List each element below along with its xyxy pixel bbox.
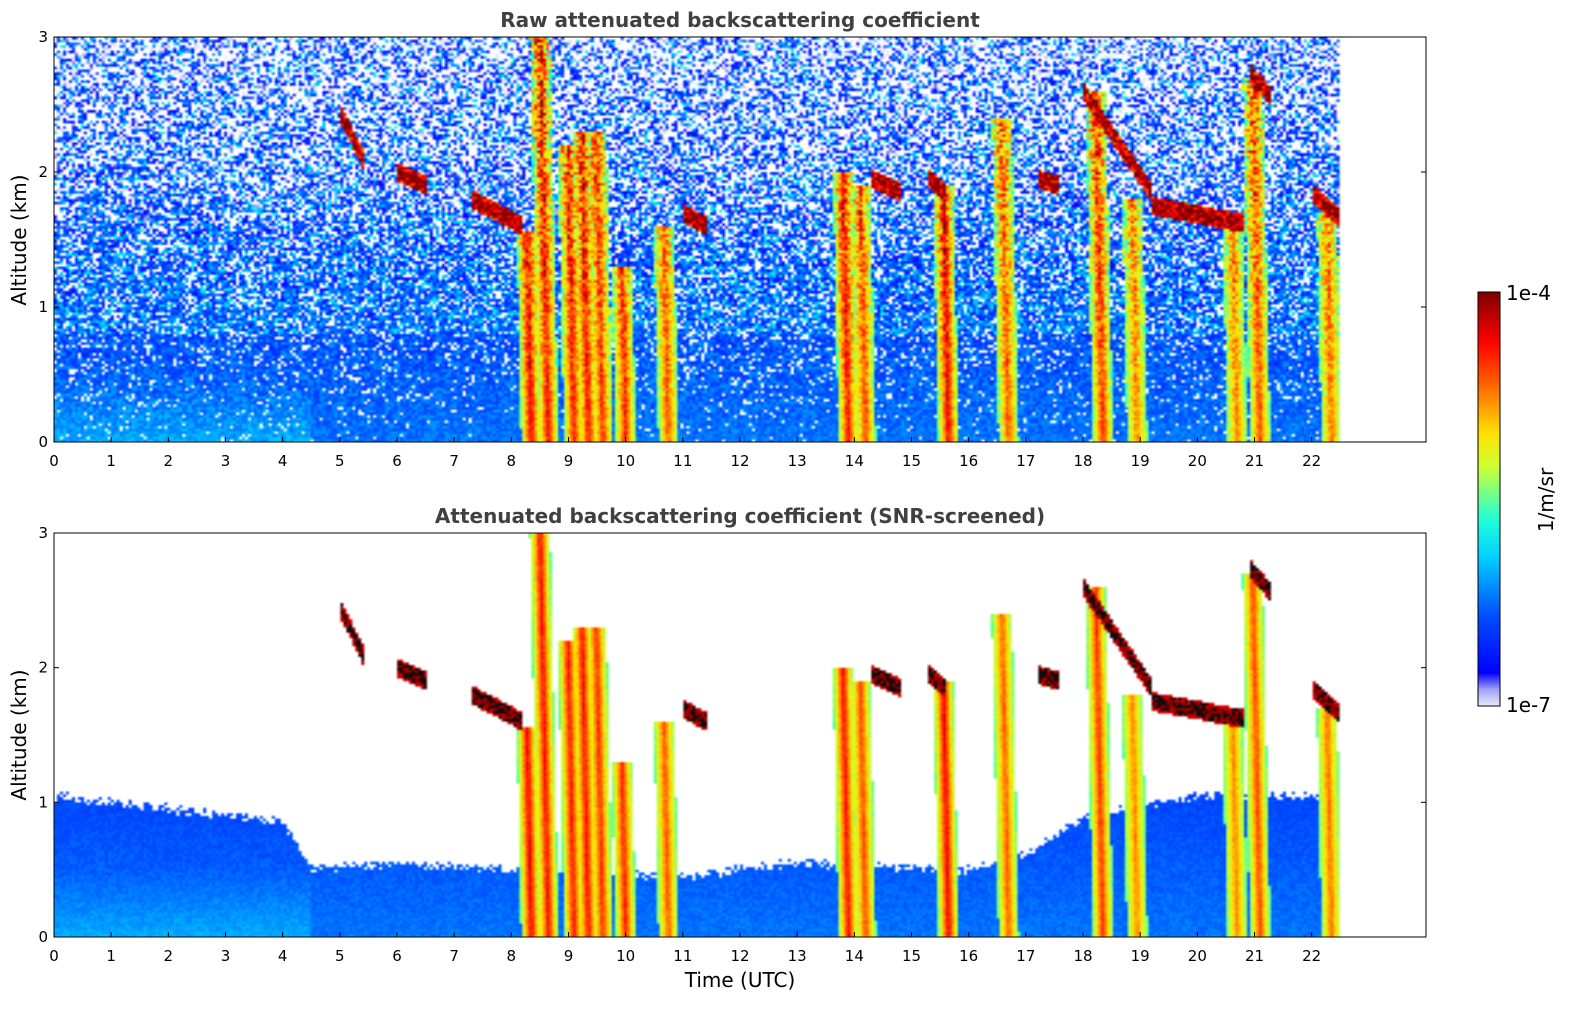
raw-x-axis: 0 1 2 3 4 5 6 7 8 9 10 11 12 13 14 15 16 17 18 19 20 21 22 bbox=[49, 437, 1321, 470]
x-tick-label: 10 bbox=[616, 452, 635, 470]
x-tick-label: 21 bbox=[1245, 452, 1264, 470]
y-tick-label: 0 bbox=[38, 433, 48, 451]
x-tick-label: 13 bbox=[788, 947, 807, 965]
x-tick-label: 18 bbox=[1073, 452, 1092, 470]
screened-y-axis-label: Altitude (km) bbox=[7, 669, 31, 800]
x-tick-label: 19 bbox=[1131, 452, 1150, 470]
raw-y-axis: 0 1 2 3 bbox=[38, 28, 1426, 451]
x-tick-label: 17 bbox=[1016, 452, 1035, 470]
y-tick-label: 3 bbox=[38, 524, 48, 542]
x-tick-label: 20 bbox=[1188, 452, 1207, 470]
x-tick-label: 4 bbox=[278, 452, 288, 470]
colorbar: 1e-4 1e-7 1/m/sr bbox=[1477, 281, 1558, 717]
screened-backscatter-panel: Attenuated backscattering coefficient (S… bbox=[7, 504, 1427, 992]
x-tick-label: 8 bbox=[507, 452, 517, 470]
y-tick-label: 2 bbox=[38, 163, 48, 181]
screened-heatmap-raster bbox=[54, 533, 1426, 937]
x-tick-label: 6 bbox=[392, 947, 402, 965]
x-tick-label: 15 bbox=[902, 947, 921, 965]
x-tick-label: 10 bbox=[616, 947, 635, 965]
x-tick-label: 13 bbox=[788, 452, 807, 470]
x-tick-label: 0 bbox=[49, 452, 59, 470]
x-tick-label: 2 bbox=[164, 452, 174, 470]
screened-x-axis: 0 1 2 3 4 5 6 7 8 9 10 11 12 13 14 15 16 17 18 19 20 21 22 bbox=[49, 932, 1321, 965]
x-tick-label: 7 bbox=[449, 947, 459, 965]
x-tick-label: 21 bbox=[1245, 947, 1264, 965]
x-tick-label: 16 bbox=[959, 452, 978, 470]
x-tick-label: 20 bbox=[1188, 947, 1207, 965]
x-tick-label: 12 bbox=[730, 452, 749, 470]
x-tick-label: 1 bbox=[106, 452, 116, 470]
x-tick-label: 11 bbox=[673, 947, 692, 965]
x-tick-label: 3 bbox=[221, 452, 231, 470]
y-tick-label: 1 bbox=[38, 298, 48, 316]
x-tick-label: 14 bbox=[845, 452, 864, 470]
x-tick-label: 5 bbox=[335, 452, 345, 470]
colorbar-gradient bbox=[1477, 291, 1501, 707]
y-tick-label: 3 bbox=[38, 28, 48, 46]
x-axis-label: Time (UTC) bbox=[684, 968, 796, 992]
x-tick-label: 3 bbox=[221, 947, 231, 965]
x-tick-label: 5 bbox=[335, 947, 345, 965]
raw-heatmap-image bbox=[54, 37, 1426, 442]
x-tick-label: 9 bbox=[564, 452, 574, 470]
x-tick-label: 19 bbox=[1131, 947, 1150, 965]
colorbar-unit-label: 1/m/sr bbox=[1534, 467, 1558, 532]
x-tick-label: 18 bbox=[1073, 947, 1092, 965]
x-tick-label: 4 bbox=[278, 947, 288, 965]
x-tick-label: 15 bbox=[902, 452, 921, 470]
x-tick-label: 9 bbox=[564, 947, 574, 965]
colorbar-min-label: 1e-7 bbox=[1506, 693, 1551, 717]
y-tick-label: 1 bbox=[38, 793, 48, 811]
raw-panel-title: Raw attenuated backscattering coefficien… bbox=[500, 8, 980, 32]
x-tick-label: 16 bbox=[959, 947, 978, 965]
y-tick-label: 2 bbox=[38, 659, 48, 677]
x-tick-label: 0 bbox=[49, 947, 59, 965]
x-tick-label: 14 bbox=[845, 947, 864, 965]
x-tick-label: 8 bbox=[507, 947, 517, 965]
x-tick-label: 22 bbox=[1302, 452, 1321, 470]
x-tick-label: 6 bbox=[392, 452, 402, 470]
x-tick-label: 12 bbox=[730, 947, 749, 965]
x-tick-label: 1 bbox=[106, 947, 116, 965]
raw-heatmap-raster bbox=[54, 37, 1426, 442]
x-tick-label: 17 bbox=[1016, 947, 1035, 965]
screened-panel-title: Attenuated backscattering coefficient (S… bbox=[435, 504, 1045, 528]
colorbar-max-label: 1e-4 bbox=[1506, 281, 1551, 305]
x-tick-label: 2 bbox=[164, 947, 174, 965]
y-tick-label: 0 bbox=[38, 928, 48, 946]
screened-y-axis: 0 1 2 3 bbox=[38, 524, 1426, 946]
raw-y-axis-label: Altitude (km) bbox=[7, 174, 31, 305]
raw-backscatter-panel: Raw attenuated backscattering coefficien… bbox=[7, 8, 1427, 470]
x-tick-label: 7 bbox=[449, 452, 459, 470]
x-tick-label: 22 bbox=[1302, 947, 1321, 965]
screened-heatmap-image bbox=[54, 533, 1426, 937]
x-tick-label: 11 bbox=[673, 452, 692, 470]
